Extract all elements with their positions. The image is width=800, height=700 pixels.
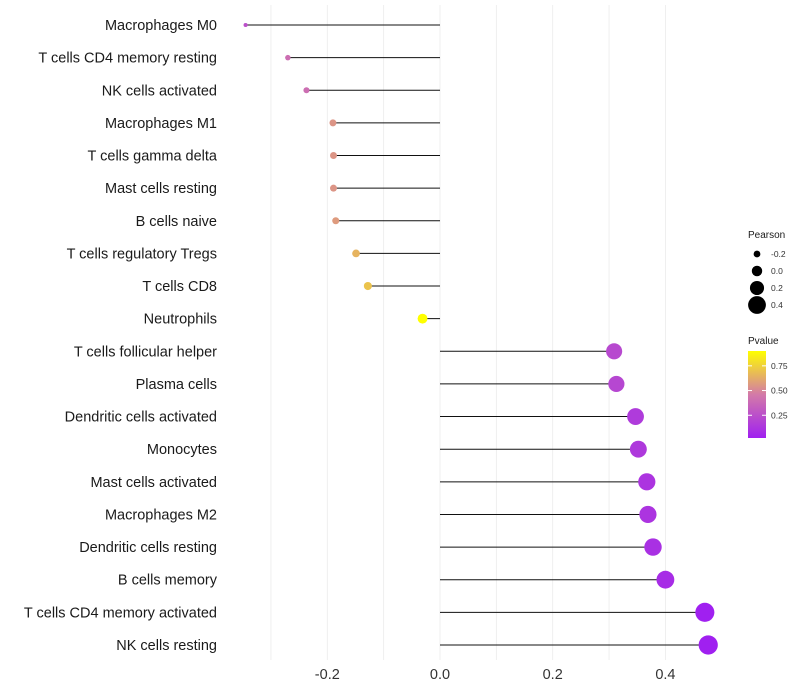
category-label: Mast cells resting — [105, 181, 217, 197]
category-label: NK cells activated — [102, 83, 217, 99]
lollipop-point — [606, 343, 623, 360]
x-axis-ticks: -0.2 0.0 0.2 0.4 — [315, 667, 676, 683]
size-legend-label: 0.4 — [771, 300, 783, 310]
category-label: Monocytes — [147, 442, 217, 458]
color-legend-label: 0.75 — [771, 361, 788, 371]
size-legend: Pearson -0.2 0.0 0.2 0.4 — [748, 230, 786, 314]
size-legend-key — [748, 296, 766, 314]
lollipop-point — [698, 635, 718, 655]
lollipop-point — [303, 87, 310, 94]
size-legend-label: 0.2 — [771, 283, 783, 293]
lollipop-point — [329, 119, 337, 127]
category-label: T cells regulatory Tregs — [67, 246, 217, 262]
category-label: Plasma cells — [136, 377, 217, 393]
category-label: B cells memory — [118, 573, 218, 589]
category-label: Dendritic cells activated — [65, 410, 217, 426]
color-legend-label: 0.50 — [771, 386, 788, 396]
category-label: Neutrophils — [144, 312, 217, 328]
category-labels: Macrophages M0 T cells CD4 memory resting… — [24, 18, 218, 654]
size-legend-title: Pearson — [748, 230, 785, 241]
x-tick-label: 0.0 — [430, 667, 450, 683]
category-label: B cells naive — [136, 214, 217, 230]
category-label: T cells CD4 memory resting — [38, 51, 217, 67]
lollipop-point — [417, 313, 428, 324]
category-label: Macrophages M2 — [105, 507, 217, 523]
size-legend-label: 0.0 — [771, 266, 783, 276]
lollipop-point — [656, 570, 675, 589]
x-tick-label: 0.4 — [655, 667, 675, 683]
lollipop-point — [638, 473, 656, 491]
grid-layer — [270, 5, 666, 660]
lollipop-point — [332, 217, 340, 225]
category-label: T cells CD8 — [142, 279, 217, 295]
category-label: Macrophages M0 — [105, 18, 217, 34]
category-label: Mast cells activated — [90, 475, 217, 491]
category-label: NK cells resting — [116, 638, 217, 654]
category-label: Dendritic cells resting — [79, 540, 217, 556]
lollipop-point — [330, 152, 337, 160]
stem-layer — [245, 24, 709, 646]
color-legend-bar — [748, 351, 766, 438]
lollipop-point — [285, 54, 291, 61]
lollipop-point — [627, 408, 644, 425]
size-legend-key — [749, 280, 765, 296]
lollipop-point — [644, 538, 662, 556]
point-layer — [243, 22, 718, 655]
color-legend-title: Pvalue — [748, 336, 779, 347]
lollipop-point — [608, 375, 625, 393]
size-legend-key — [753, 250, 761, 258]
lollipop-point — [629, 440, 647, 458]
x-tick-label: -0.2 — [315, 667, 340, 683]
size-legend-key — [751, 265, 763, 277]
lollipop-point — [243, 22, 248, 28]
color-legend-label: 0.25 — [771, 410, 788, 420]
category-label: Macrophages M1 — [105, 116, 217, 132]
lollipop-point — [330, 184, 337, 192]
size-legend-label: -0.2 — [771, 249, 786, 259]
category-label: T cells CD4 memory activated — [24, 605, 217, 621]
category-label: T cells gamma delta — [88, 149, 218, 165]
color-legend: Pvalue 0.75 0.50 0.25 — [748, 336, 788, 438]
category-label: T cells follicular helper — [74, 344, 217, 360]
lollipop-point — [352, 249, 360, 258]
lollipop-point — [695, 602, 715, 622]
lollipop-point — [363, 282, 372, 291]
lollipop-point — [639, 505, 657, 524]
x-tick-label: 0.2 — [543, 667, 563, 683]
